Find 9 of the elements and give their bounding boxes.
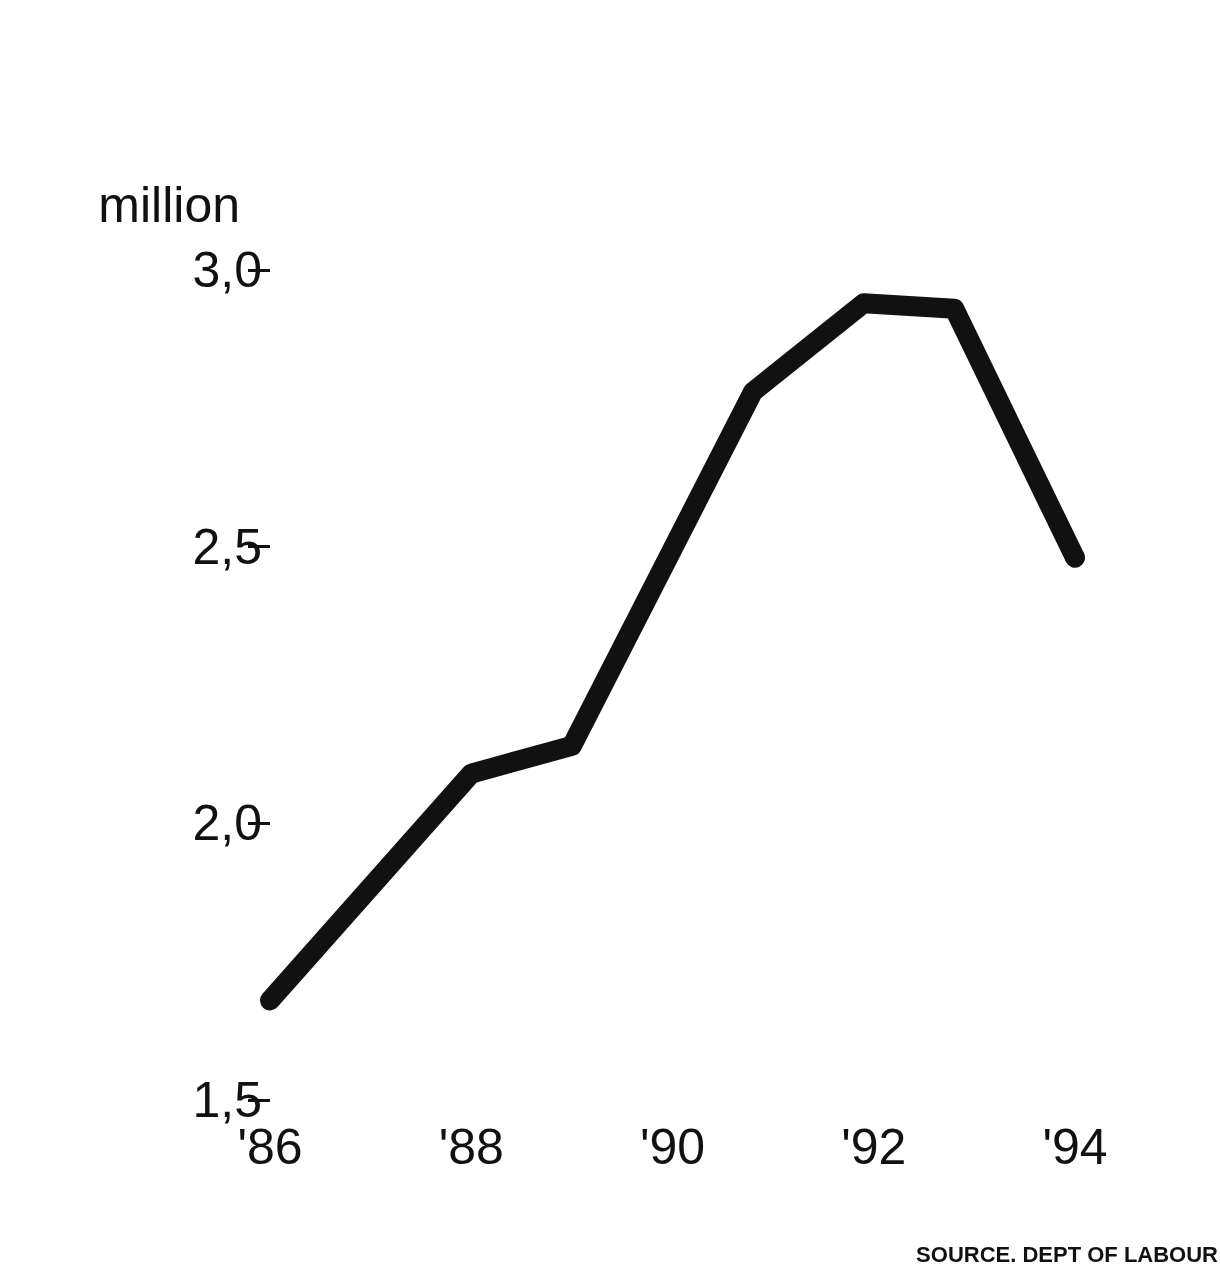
y-tick-label: 3,0 (192, 242, 262, 298)
x-tick-label: '88 (438, 1119, 504, 1175)
x-tick-label: '92 (841, 1119, 907, 1175)
x-tick-label: '90 (639, 1119, 706, 1175)
x-tick-label: '94 (1042, 1119, 1108, 1175)
y-tick-label: 2,0 (192, 795, 262, 852)
y-axis-title: million (98, 177, 240, 233)
y-tick-label: 2,5 (192, 518, 262, 575)
source-note: SOURCE. DEPT OF LABOUR (916, 1241, 1219, 1267)
